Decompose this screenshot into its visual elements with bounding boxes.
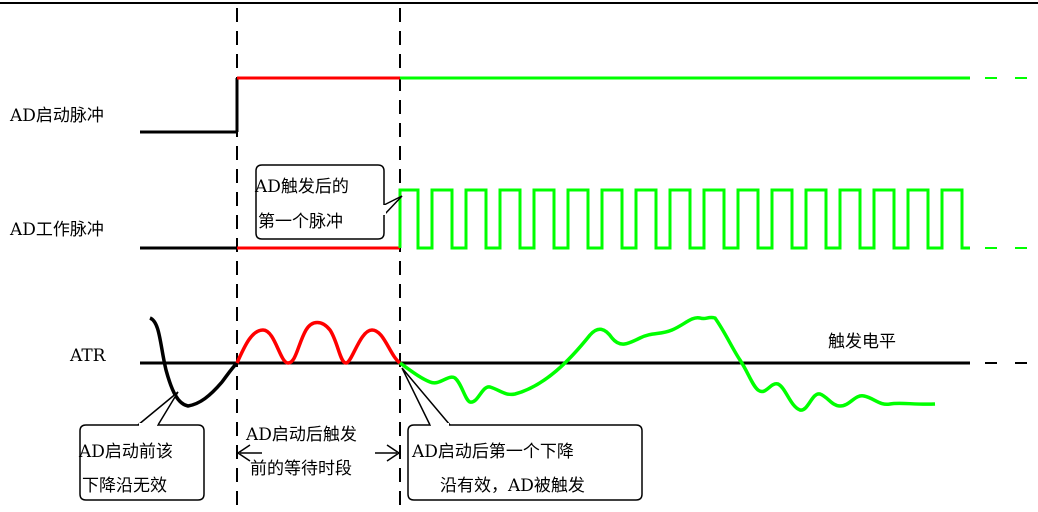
atr-wait-curve [235,320,402,365]
invalid-edge-callout-box [79,424,205,501]
first-pulse-callout-line-2: 第一个脉冲 [258,212,343,232]
first-pulse-callout-pointer [383,195,403,216]
invalid-edge-callout-pointer [137,391,179,426]
valid-edge-callout-pointer [401,367,451,426]
invalid-edge-callout-line-2: 下降沿无效 [82,476,167,496]
work-pulse-train [398,188,970,250]
first-pulse-callout-box [255,164,385,240]
wait-period-left-arrow-head [236,444,251,462]
trigger-level-label: 触发电平 [828,332,896,352]
valid-edge-callout-line-2: 沿有效，AD被触发 [440,476,585,496]
first-pulse-callout-line-1: AD触发后的 [254,177,349,197]
atr-invalid-edge-curve [149,316,239,408]
valid-edge-callout-box [407,424,643,501]
start-pulse-label: AD启动脉冲 [9,106,104,126]
wait-period-line-2: 前的等待时段 [250,459,352,479]
wait-period-right-arrow-head [386,444,401,462]
valid-edge-callout-line-1: AD启动后第一个下降 [411,442,574,462]
atr-triggered-curve [398,315,936,412]
wait-period-line-1: AD启动后触发 [245,425,357,445]
invalid-edge-callout-line-1: AD启动前该 [78,442,173,462]
work-pulse-label: AD工作脉冲 [9,220,104,240]
atr-label: ATR [69,346,107,366]
